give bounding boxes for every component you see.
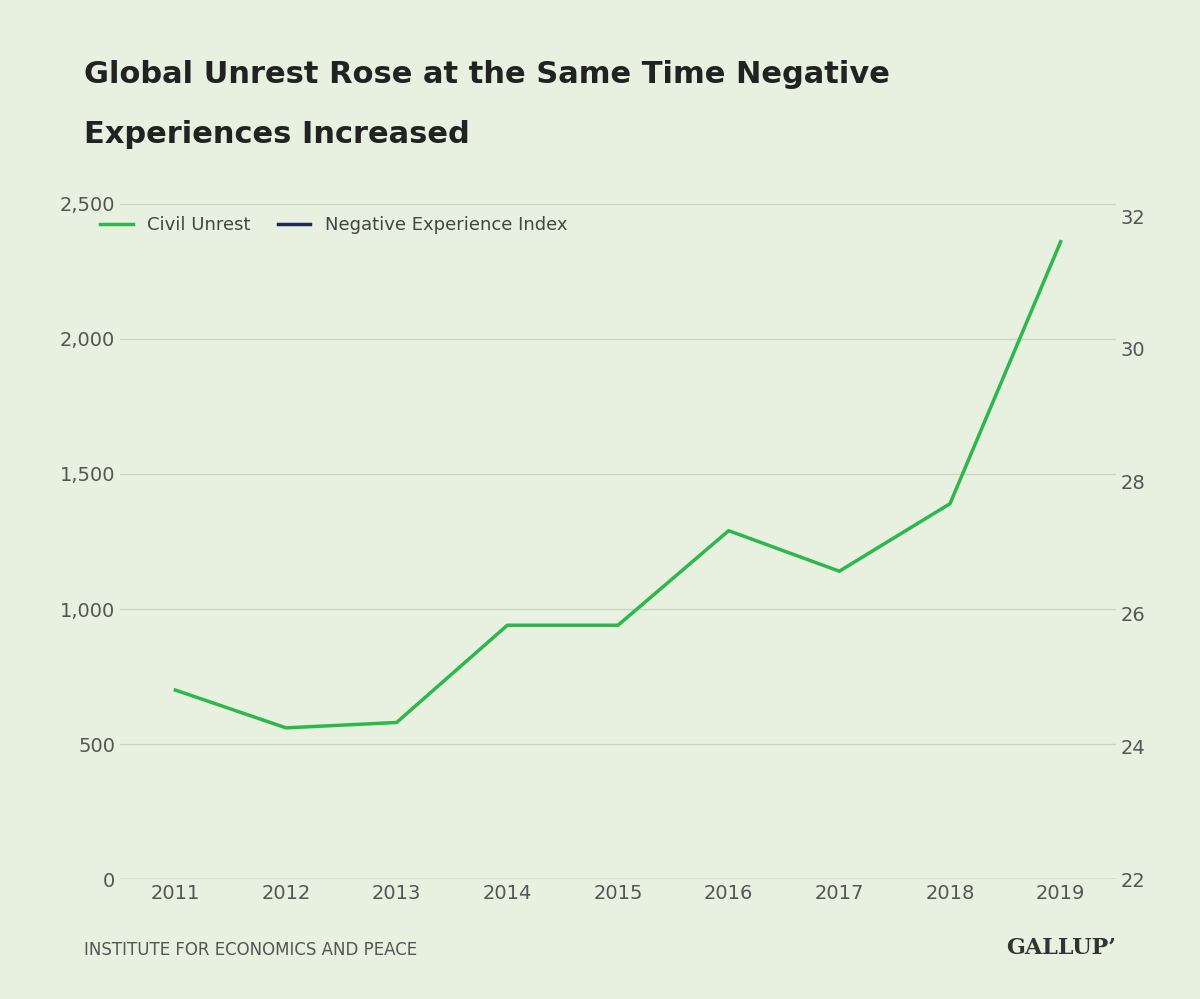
Text: Experiences Increased: Experiences Increased [84,120,469,149]
Legend: Civil Unrest, Negative Experience Index: Civil Unrest, Negative Experience Index [94,209,575,242]
Text: Global Unrest Rose at the Same Time Negative: Global Unrest Rose at the Same Time Nega… [84,60,890,89]
Text: INSTITUTE FOR ECONOMICS AND PEACE: INSTITUTE FOR ECONOMICS AND PEACE [84,941,418,959]
Text: GALLUP’: GALLUP’ [1006,937,1116,959]
